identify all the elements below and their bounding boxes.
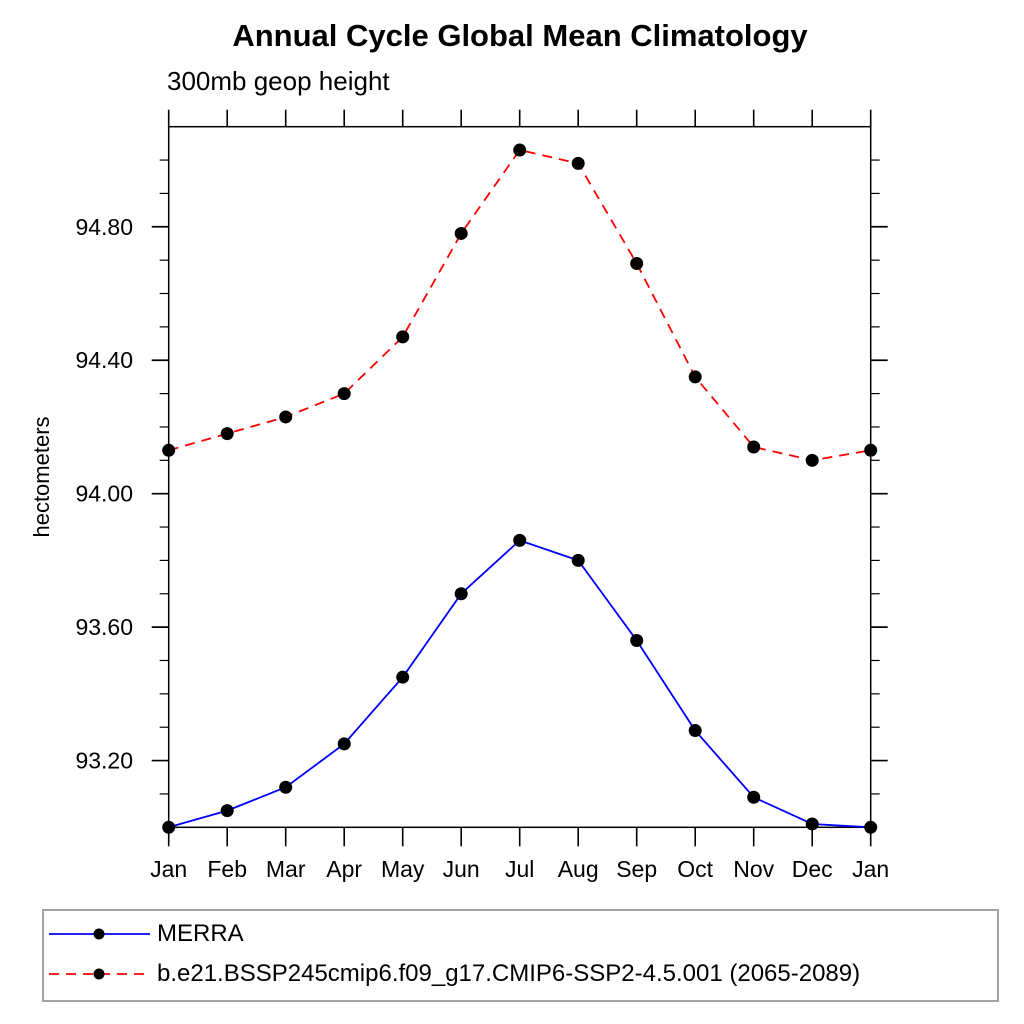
model-data-point [571,156,585,170]
merra-data-point [747,790,761,804]
merra-data-point [162,820,176,834]
legend-box: MERRA b.e21.BSSP245cmip6.f09_g17.CMIP6-S… [42,909,999,1002]
model-data-point [279,410,293,424]
model-data-point [454,226,468,240]
chart-subtitle: 300mb geop height [167,66,390,96]
x-tick-label: Nov [733,856,774,882]
x-tick-label: Oct [677,856,713,882]
merra-data-point [571,553,585,567]
x-tick-label: Aug [558,856,599,882]
legend-label-model: b.e21.BSSP245cmip6.f09_g17.CMIP6-SSP2-4.… [157,960,861,987]
merra-data-point [805,817,819,831]
merra-line [168,539,871,829]
x-tick-label: Apr [326,856,362,882]
model-data-point [337,387,351,401]
merra-data-point [279,780,293,794]
legend-marker-icon [93,968,105,980]
merra-data-point [864,820,878,834]
x-tick-label: Feb [207,856,247,882]
model-data-point [513,143,527,157]
merra-data-point [630,633,644,647]
legend-label-merra: MERRA [157,920,244,947]
merra-data-point [396,670,410,684]
merra-data-point [337,737,351,751]
merra-data-point [220,804,234,818]
chart-title: Annual Cycle Global Mean Climatology [232,18,808,53]
model-data-point [396,330,410,344]
legend-line-sample-dashed [49,968,150,980]
x-tick-label: Dec [792,856,833,882]
y-tick-label: 93.60 [75,614,133,640]
model-data-point [688,370,702,384]
x-tick-label: May [381,856,425,882]
model-data-point [162,443,176,457]
model-data-point [805,453,819,467]
x-tick-label: Jan [150,856,187,882]
model-data-point [747,440,761,454]
legend-line-sample-solid [49,928,150,940]
x-tick-label: Jul [505,856,534,882]
merra-data-point [688,724,702,738]
merra-data-point [513,533,527,547]
x-tick-label: Jan [852,856,889,882]
plot-area: Jan Feb Mar Apr May Jun Jul Aug Sep Oct Nov Dec Jan 9… [75,109,889,882]
y-tick-label: 94.40 [75,347,133,373]
legend-marker-icon [93,928,105,940]
y-tick-label: 93.20 [75,748,133,774]
x-tick-label: Jun [443,856,480,882]
x-tick-label: Mar [266,856,306,882]
model-data-point [220,427,234,441]
y-tick-label: 94.00 [75,481,133,507]
model-data-point [864,443,878,457]
plot-frame [167,125,872,829]
model-data-point [630,256,644,270]
legend-entry-model: b.e21.BSSP245cmip6.f09_g17.CMIP6-SSP2-4.… [48,960,861,987]
model-line [168,149,871,462]
x-tick-label: Sep [616,856,657,882]
legend-entry-merra: MERRA [48,920,244,947]
y-tick-label: 94.80 [75,214,133,240]
merra-data-point [454,587,468,601]
